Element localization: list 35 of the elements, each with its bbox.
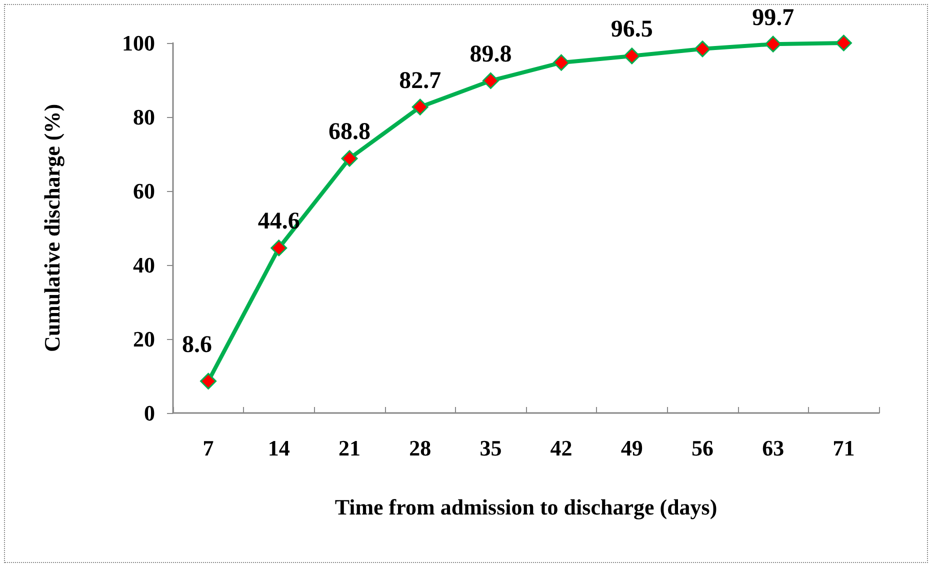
y-tick-label: 20 [133,326,155,352]
x-tick-label: 42 [550,436,572,460]
data-label: 8.6 [182,332,212,358]
y-tick-label: 40 [133,252,155,278]
point [624,48,640,64]
data-label: 99.7 [752,4,794,31]
data-label: 82.7 [399,68,442,94]
point [553,54,570,71]
point [694,40,711,58]
data-label: 68.8 [328,119,370,146]
y-tick-label: 80 [133,104,155,130]
y-tick-label: 60 [133,178,155,204]
y-tick-label: 0 [144,400,155,426]
point [200,372,217,390]
x-tick-label: 71 [832,436,855,460]
point [764,36,782,52]
data-label: 44.6 [258,208,300,235]
point [270,240,288,256]
x-tick-label: 7 [202,436,214,460]
x-tick-label: 63 [762,436,784,460]
y-axis-title: Cumulative discharge (%) [40,104,64,352]
x-axis-title: Time from admission to discharge (days) [334,494,718,520]
point [835,34,852,52]
x-tick-label: 28 [409,436,432,460]
x-tick-label: 14 [268,436,290,460]
point [482,72,499,89]
x-tick-label: 21 [338,436,360,460]
point [341,150,358,167]
data-label: 96.5 [610,16,653,43]
x-tick-label: 35 [480,436,502,460]
y-tick-label: 100 [122,30,155,56]
x-tick-label: 49 [620,436,643,460]
x-tick-label: 56 [692,436,714,460]
point [412,98,428,116]
data-label: 89.8 [470,41,512,68]
